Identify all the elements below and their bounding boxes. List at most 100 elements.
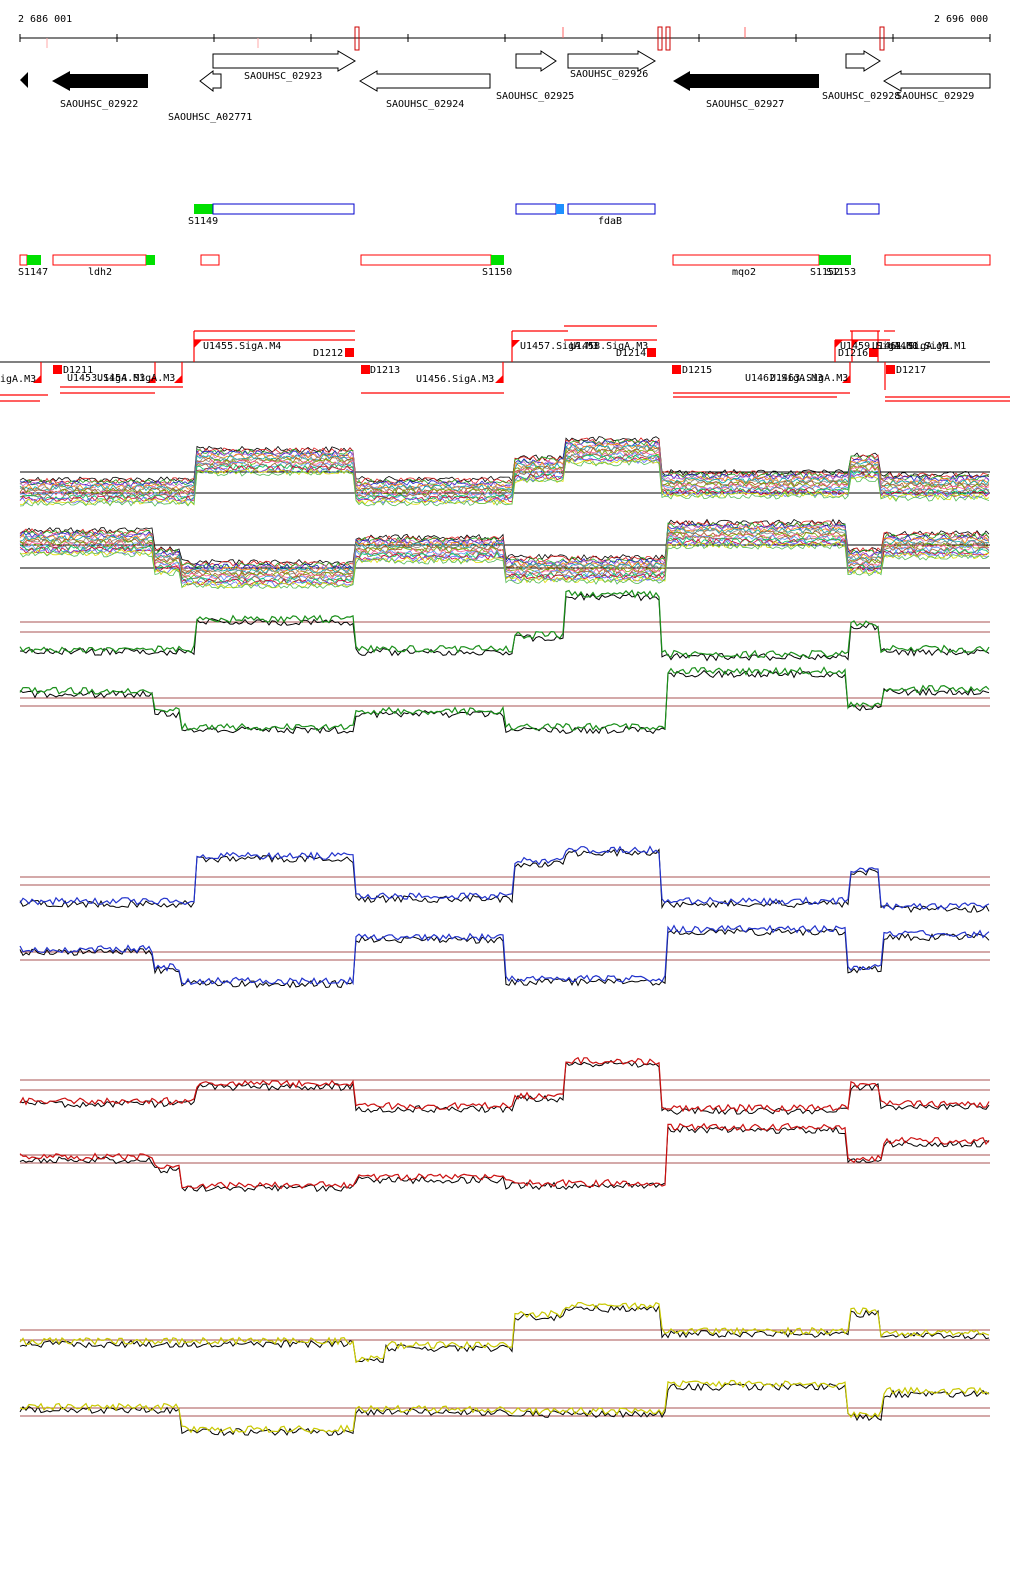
expression-panel-red xyxy=(19,1056,990,1193)
gene-SAOUHSC_02923[interactable]: SAOUHSC_02923 xyxy=(212,50,356,82)
gene-label: SAOUHSC_A02771 xyxy=(168,112,252,123)
promoter-label: U1453.SigA.M3 xyxy=(67,373,145,384)
expression-line xyxy=(19,1056,990,1113)
feature-label: mqo2 xyxy=(732,267,756,278)
promoter-label: U1459.SigA.M1 xyxy=(840,341,918,352)
terminator-label: D1217 xyxy=(896,365,926,376)
feature-label: S1152 xyxy=(810,267,840,278)
promoter-label: U1457.SigA.M3 xyxy=(520,341,598,352)
feature-box[interactable] xyxy=(360,254,492,266)
promoter-label: U1458.SigA.M3 xyxy=(570,341,648,352)
feature-box[interactable] xyxy=(52,254,147,266)
terminator-label: D1211 xyxy=(63,365,93,376)
terminator-label: D1214 xyxy=(616,348,646,359)
promoter-label: igA.M3 xyxy=(0,374,36,385)
promoter-label: U1455.SigA.M4 xyxy=(203,341,281,352)
gene-label: SAOUHSC_02923 xyxy=(244,71,322,82)
feature-label: S1150 xyxy=(482,267,512,278)
terminator-label: D1213 xyxy=(370,365,400,376)
expression-line xyxy=(19,1122,990,1190)
expression-line xyxy=(19,444,990,492)
gene-label: SAOUHSC_02928 xyxy=(822,91,900,102)
expression-line xyxy=(19,1304,990,1363)
expression-line xyxy=(19,848,990,913)
gene-SAOUHSC_02926[interactable]: SAOUHSC_02926 xyxy=(567,50,656,80)
gene-label: SAOUHSC_02925 xyxy=(496,91,574,102)
expression-panel-yellow xyxy=(19,1301,990,1437)
feature-box[interactable] xyxy=(672,254,820,266)
expression-line xyxy=(19,669,990,735)
promoter-label: U1463.SigA.M3 xyxy=(770,373,848,384)
feature-label: S1147 xyxy=(18,267,48,278)
terminator-label: D1216 xyxy=(838,348,868,359)
expression-panel-blue xyxy=(19,845,990,989)
gene-label: SAOUHSC_02922 xyxy=(60,99,138,110)
feature-label: fdaB xyxy=(598,216,622,227)
expression-panel-multi xyxy=(19,436,990,590)
feature-box[interactable] xyxy=(846,203,880,215)
terminator-label: D1212 xyxy=(313,348,343,359)
feature-box[interactable] xyxy=(515,203,557,215)
expression-line xyxy=(19,451,990,499)
promoter-track: U1455.SigA.M4 D1212 U1457.SigA.M3 U1458.… xyxy=(0,325,1010,402)
gene-label: SAOUHSC_02924 xyxy=(386,99,464,110)
feature-label: S1153 xyxy=(826,267,856,278)
promoter-label: U1454.SigA.M3 xyxy=(97,373,175,384)
feature-box[interactable] xyxy=(819,255,851,265)
expression-line xyxy=(19,589,990,659)
feature-box[interactable] xyxy=(200,254,220,266)
gene-SAOUHSC_A02771[interactable]: SAOUHSC_A02771 xyxy=(168,69,252,123)
axis-end-label: 2 696 000 xyxy=(934,14,988,25)
expression-line xyxy=(19,542,990,590)
axis-ticks xyxy=(19,34,991,42)
feature-label: ldh2 xyxy=(88,267,112,278)
feature-box[interactable] xyxy=(19,254,28,266)
terminator-label: D1215 xyxy=(682,365,712,376)
expression-line xyxy=(19,845,990,911)
gene-label: SAOUHSC_02926 xyxy=(570,69,648,80)
expression-line xyxy=(19,924,990,986)
axis-start-label: 2 686 001 xyxy=(18,14,72,25)
expression-line xyxy=(19,1125,990,1193)
gene-SAOUHSC_02927[interactable]: SAOUHSC_02927 xyxy=(673,71,819,110)
gene-SAOUHSC_02922[interactable]: SAOUHSC_02922 xyxy=(20,71,148,110)
promoter-label: U1461.SigA.M1 xyxy=(872,341,950,352)
feature-box[interactable] xyxy=(884,254,991,266)
expression-line xyxy=(19,1379,990,1434)
gene-label: SAOUHSC_02927 xyxy=(706,99,784,110)
promoter-label: U1456.SigA.M3 xyxy=(416,374,494,385)
expression-line xyxy=(19,454,990,502)
promoter-label: U1462.SigA.M3 xyxy=(745,373,823,384)
feature-box[interactable] xyxy=(146,255,155,265)
promoter-label: U1460.SigA.M1 xyxy=(888,341,966,352)
gene-SAOUHSC_02925[interactable]: SAOUHSC_02925 xyxy=(496,50,574,102)
gene-label: SAOUHSC_02929 xyxy=(896,91,974,102)
expression-panel-green xyxy=(19,589,990,735)
coordinate-axis: 2 686 001 2 696 000 xyxy=(18,14,991,51)
feature-track-minus: S1147 ldh2 S1150 mqo2 S1152 S1153 xyxy=(18,254,991,278)
gene-SAOUHSC_02924[interactable]: SAOUHSC_02924 xyxy=(359,70,491,110)
feature-box[interactable] xyxy=(212,203,355,215)
gene-track: SAOUHSC_02922 SAOUHSC_A02771 SAOUHSC_029… xyxy=(20,50,991,123)
expression-line xyxy=(19,459,990,507)
feature-box[interactable] xyxy=(556,204,564,214)
expression-line xyxy=(19,1059,990,1116)
feature-box[interactable] xyxy=(27,255,41,265)
expression-line xyxy=(19,436,990,483)
expression-line xyxy=(19,1382,990,1437)
expression-line xyxy=(19,666,990,732)
expression-line xyxy=(19,445,990,493)
expression-line xyxy=(19,457,990,505)
feature-track-plus: S1149 fdaB xyxy=(188,203,880,227)
feature-label: S1149 xyxy=(188,216,218,227)
axis-markers xyxy=(46,26,885,51)
feature-box[interactable] xyxy=(194,204,213,214)
gene-SAOUHSC_02928[interactable]: SAOUHSC_02928 xyxy=(822,50,900,102)
feature-box[interactable] xyxy=(491,255,504,265)
gene-SAOUHSC_02929[interactable]: SAOUHSC_02929 xyxy=(883,70,991,102)
expression-line xyxy=(19,437,990,485)
expression-line xyxy=(19,593,990,662)
feature-box[interactable] xyxy=(567,203,656,215)
expression-line xyxy=(19,1301,990,1364)
